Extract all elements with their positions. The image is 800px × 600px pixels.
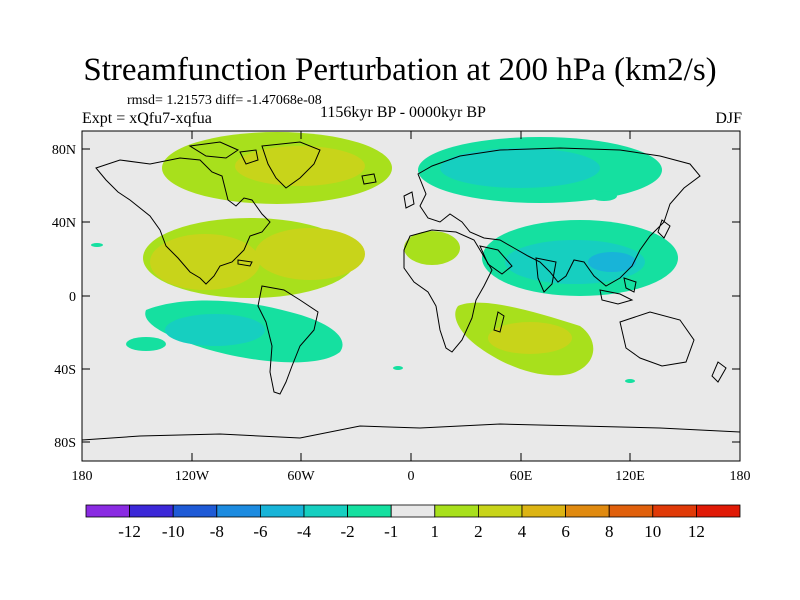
colorbar-label: -1: [384, 522, 398, 541]
x-tick-label: 120W: [175, 469, 210, 484]
x-axis-ticks: [81, 131, 741, 461]
y-axis-ticks: [82, 148, 740, 443]
rmsd-diff-stats: rmsd= 1.21573 diff= -1.47068e-08: [127, 93, 322, 108]
anomaly-west-africa: [404, 231, 460, 265]
x-tick-label: 60E: [510, 469, 533, 484]
colorbar-swatch: [129, 504, 174, 518]
colorbar-label: -10: [162, 522, 185, 541]
anomaly-atlantic-subtropical: [143, 218, 365, 298]
colorbar-swatch: [608, 504, 654, 518]
colorbar-label: 8: [605, 522, 614, 541]
colorbar-label: 2: [474, 522, 483, 541]
colorbar-swatch: [259, 504, 305, 518]
map-title: Streamfunction Perturbation at 200 hPa (…: [83, 52, 717, 88]
colorbar-swatch: [390, 504, 436, 518]
y-tick-label: 80N: [52, 143, 76, 158]
anomaly-sw-pacific-small: [126, 337, 166, 351]
anomaly-tiny-pacific: [91, 243, 103, 247]
x-tick-label: 180: [72, 469, 93, 484]
x-tick-label: 180: [730, 469, 751, 484]
colorbar-label: 6: [561, 522, 570, 541]
anomaly-eurasia-north: [418, 137, 662, 203]
coastlines: [82, 141, 740, 441]
anomaly-tiny-indian: [625, 379, 635, 383]
anomaly-south-pacific: [145, 300, 343, 363]
colorbar-label: -2: [341, 522, 355, 541]
experiment-label: Expt = xQfu7-xqfua: [82, 110, 212, 127]
colorbar-label: -4: [297, 522, 312, 541]
anomaly-indian-ocean-south: [455, 302, 594, 376]
colorbar-swatch: [652, 504, 697, 518]
colorbar: -12 -10 -8 -6 -4 -2 -1 1 2 4 6 8 10 12: [85, 504, 741, 541]
colorbar-label: 4: [518, 522, 527, 541]
y-tick-label: 0: [69, 290, 76, 305]
season-label: DJF: [715, 110, 742, 127]
colorbar-swatch: [85, 504, 130, 518]
anomaly-asia-subtropical: [482, 220, 678, 296]
x-tick-label: 120E: [615, 469, 645, 484]
colorbar-swatch: [696, 504, 741, 518]
colorbar-label: -8: [210, 522, 224, 541]
x-tick-label: 0: [408, 469, 415, 484]
x-tick-label: 60W: [287, 469, 315, 484]
anomaly-tiny-atlantic: [393, 366, 403, 370]
colorbar-swatch: [216, 504, 261, 518]
colorbar-label: 1: [431, 522, 440, 541]
period-label: 1156kyr BP - 0000kyr BP: [320, 104, 486, 121]
anomaly-arctic-america: [162, 132, 392, 204]
colorbar-swatch: [521, 504, 566, 518]
colorbar-swatch: [477, 504, 523, 518]
anomaly-siberia-small: [591, 191, 617, 201]
colorbar-label: 12: [688, 522, 705, 541]
y-tick-label: 80S: [54, 436, 76, 451]
colorbar-swatch: [172, 504, 218, 518]
colorbar-swatch: [303, 504, 348, 518]
y-axis-labels: 80N 40N 0 40S 80S: [52, 143, 76, 451]
colorbar-label: 10: [644, 522, 661, 541]
colorbar-label: -6: [253, 522, 267, 541]
colorbar-swatch: [347, 504, 392, 518]
colorbar-swatch: [434, 504, 479, 518]
x-axis-labels: 180 120W 60W 0 60E 120E 180: [72, 469, 751, 484]
y-tick-label: 40S: [54, 363, 76, 378]
y-tick-label: 40N: [52, 216, 76, 231]
colorbar-swatch: [565, 504, 610, 518]
colorbar-label: -12: [118, 522, 141, 541]
